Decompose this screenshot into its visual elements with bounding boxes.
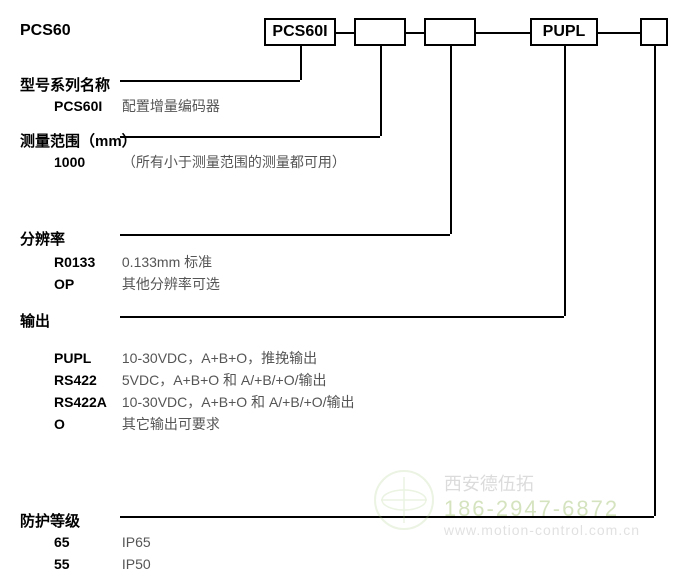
row-code: 1000 — [54, 154, 118, 170]
section-row: 1000 （所有小于测量范围的测量都可用） — [54, 152, 346, 172]
leader-vline — [564, 46, 566, 316]
section-row: OP 其他分辨率可选 — [54, 274, 220, 294]
ordering-box-b5 — [640, 18, 668, 46]
ordering-box-b4: PUPL — [530, 18, 598, 46]
leader-vline — [654, 46, 656, 516]
section-title: 测量范围（mm） — [20, 130, 137, 151]
section-row: PCS60I 配置增量编码器 — [54, 96, 220, 116]
row-desc: （所有小于测量范围的测量都可用） — [118, 154, 346, 170]
section-title: 型号系列名称 — [20, 74, 110, 95]
row-code: PUPL — [54, 350, 118, 366]
watermark: 西安德伍拓 186-2947-6872 www.motion-control.c… — [444, 470, 640, 538]
section-row: PUPL 10-30VDC，A+B+O，推挽输出 — [54, 348, 317, 368]
row-code: RS422 — [54, 372, 118, 388]
row-code: PCS60I — [54, 98, 118, 114]
row-code: O — [54, 416, 118, 432]
ordering-box-b1: PCS60I — [264, 18, 336, 46]
leader-vline — [380, 46, 382, 136]
box-connector — [336, 32, 354, 34]
row-desc: 10-30VDC，A+B+O，推挽输出 — [118, 350, 317, 366]
section-row: O 其它输出可要求 — [54, 414, 220, 434]
section-row: RS422 5VDC，A+B+O 和 A/+B/+O/输出 — [54, 370, 327, 390]
row-code: 65 — [54, 534, 118, 550]
row-desc: 配置增量编码器 — [118, 98, 220, 114]
leader-hline — [120, 136, 380, 138]
section-row: RS422A 10-30VDC，A+B+O 和 A/+B/+O/输出 — [54, 392, 355, 412]
section-title: 分辨率 — [20, 228, 65, 249]
row-desc: 0.133mm 标准 — [118, 254, 212, 270]
leader-hline — [120, 316, 564, 318]
row-desc: IP50 — [118, 556, 151, 572]
section-title: 防护等级 — [20, 510, 80, 531]
row-desc: 其他分辨率可选 — [118, 276, 220, 292]
watermark-url: www.motion-control.com.cn — [444, 522, 640, 538]
leader-hline — [120, 80, 300, 82]
box-connector — [598, 32, 640, 34]
section-row: 55 IP50 — [54, 556, 151, 572]
ordering-box-b2 — [354, 18, 406, 46]
row-desc: 其它输出可要求 — [118, 416, 220, 432]
watermark-phone: 186-2947-6872 — [444, 496, 640, 522]
ordering-box-b3 — [424, 18, 476, 46]
section-row: R0133 0.133mm 标准 — [54, 252, 212, 272]
box-connector — [406, 32, 424, 34]
leader-hline — [120, 234, 450, 236]
watermark-logo-icon — [374, 470, 434, 530]
row-desc: 5VDC，A+B+O 和 A/+B/+O/输出 — [118, 372, 327, 388]
box-connector — [476, 32, 530, 34]
row-code: RS422A — [54, 394, 118, 410]
section-title: 输出 — [20, 310, 50, 331]
row-code: R0133 — [54, 254, 118, 270]
row-code: 55 — [54, 556, 118, 572]
model-prefix: PCS60 — [20, 22, 71, 40]
section-row: 65 IP65 — [54, 534, 151, 550]
row-desc: 10-30VDC，A+B+O 和 A/+B/+O/输出 — [118, 394, 355, 410]
row-code: OP — [54, 276, 118, 292]
leader-vline — [300, 46, 302, 80]
watermark-company: 西安德伍拓 — [444, 470, 640, 496]
row-desc: IP65 — [118, 534, 151, 550]
leader-vline — [450, 46, 452, 234]
